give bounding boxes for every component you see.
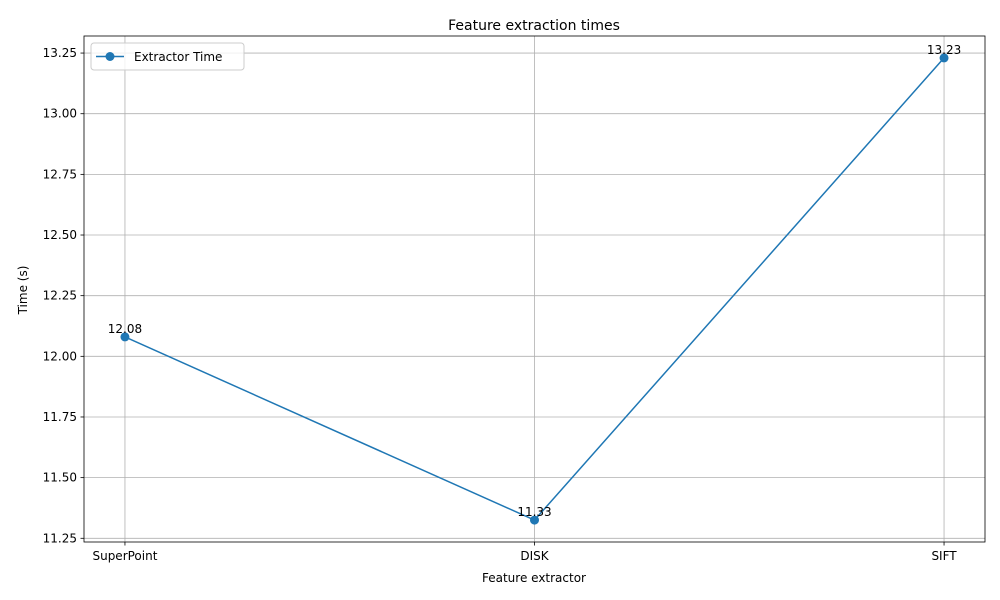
x-tick-label: DISK [520,549,549,563]
grid-lines [84,36,985,542]
data-point [530,515,539,525]
chart-title: Feature extraction times [448,18,620,34]
data-labels: 12.08 11.33 13.23 [108,43,961,519]
y-axis-ticks: 11.25 11.50 11.75 12.00 12.25 12.50 12.75 13.00… [43,46,84,545]
x-axis-label: Feature extractor [482,571,586,585]
y-axis-label: Time (s) [16,266,30,316]
x-axis-ticks: SuperPoint DISK SIFT [92,542,957,563]
plot-frame [83,35,986,543]
y-tick-label: 11.50 [43,471,77,485]
data-point [120,332,130,342]
legend: Extractor Time [90,42,245,71]
legend-marker-swatch [105,52,115,61]
y-tick-label: 12.00 [43,349,77,363]
y-tick-label: 12.50 [43,228,77,242]
y-tick-label: 13.00 [43,107,77,121]
data-label: 11.33 [517,505,551,519]
legend-box [90,42,245,71]
y-tick-label: 13.25 [43,46,77,60]
y-tick-label: 12.75 [43,167,77,181]
data-point [939,53,949,63]
x-tick-label: SuperPoint [92,549,157,563]
series-layer [120,53,949,525]
y-tick-label: 12.25 [43,289,77,303]
data-label: 12.08 [108,322,142,336]
legend-label-extractor-time: Extractor Time [134,50,222,64]
x-tick-label: SIFT [931,549,957,563]
y-tick-label: 11.75 [43,410,77,424]
data-label: 13.23 [927,43,961,57]
y-tick-label: 11.25 [43,531,77,545]
